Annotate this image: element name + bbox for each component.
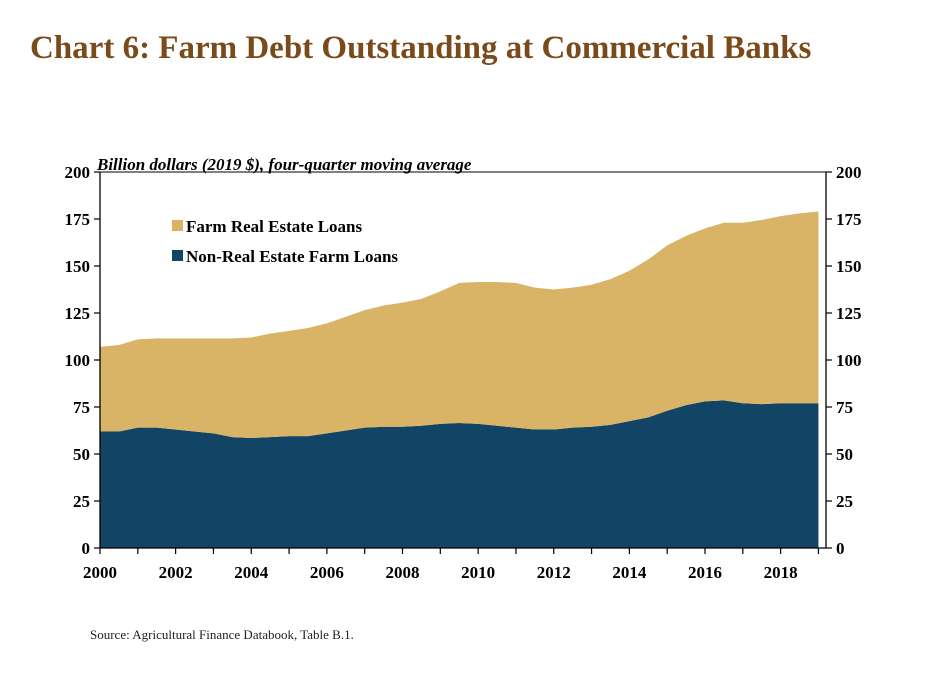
area-non-real-estate-farm-loans [100, 400, 819, 548]
x-tick-label: 2016 [688, 563, 722, 582]
x-tick-label: 2002 [159, 563, 193, 582]
y-tick-label-left: 150 [65, 257, 91, 276]
x-tick-label: 2006 [310, 563, 344, 582]
chart-title: Chart 6: Farm Debt Outstanding at Commer… [30, 30, 812, 66]
y-tick-label-right: 0 [836, 539, 845, 558]
y-tick-label-left: 25 [73, 492, 90, 511]
x-tick-label: 2000 [83, 563, 117, 582]
y-tick-label-left: 0 [82, 539, 91, 558]
y-tick-label-left: 100 [65, 351, 91, 370]
area-farm-real-estate-loans [100, 211, 819, 439]
y-tick-label-right: 25 [836, 492, 853, 511]
legend-swatch-non-real-estate [172, 250, 183, 261]
y-tick-label-left: 75 [73, 398, 90, 417]
x-tick-label: 2012 [537, 563, 571, 582]
y-tick-label-right: 200 [836, 163, 862, 182]
chart-subtitle: Billion dollars (2019 $), four-quarter m… [96, 155, 472, 174]
source-note: Source: Agricultural Finance Databook, T… [90, 627, 354, 642]
y-tick-label-right: 100 [836, 351, 862, 370]
y-tick-label-left: 175 [65, 210, 91, 229]
x-tick-label: 2004 [234, 563, 269, 582]
x-tick-label: 2008 [386, 563, 420, 582]
y-tick-label-left: 200 [65, 163, 91, 182]
x-tick-label: 2014 [612, 563, 647, 582]
x-tick-label: 2010 [461, 563, 495, 582]
axes-layer: 0 0 25 25 50 50 75 75 100 100 125 125 150 150 175 175 20… [65, 163, 862, 582]
legend-label-farm-real-estate: Farm Real Estate Loans [186, 217, 363, 236]
y-tick-label-right: 125 [836, 304, 862, 323]
y-tick-label-right: 50 [836, 445, 853, 464]
y-tick-label-right: 75 [836, 398, 853, 417]
area-layer [100, 211, 819, 548]
y-tick-label-right: 150 [836, 257, 862, 276]
legend: Farm Real Estate Loans Non-Real Estate F… [172, 217, 398, 266]
y-tick-label-left: 50 [73, 445, 90, 464]
y-tick-label-right: 175 [836, 210, 862, 229]
legend-swatch-farm-real-estate [172, 220, 183, 231]
legend-label-non-real-estate: Non-Real Estate Farm Loans [186, 247, 398, 266]
x-tick-label: 2018 [764, 563, 798, 582]
y-tick-label-left: 125 [65, 304, 91, 323]
